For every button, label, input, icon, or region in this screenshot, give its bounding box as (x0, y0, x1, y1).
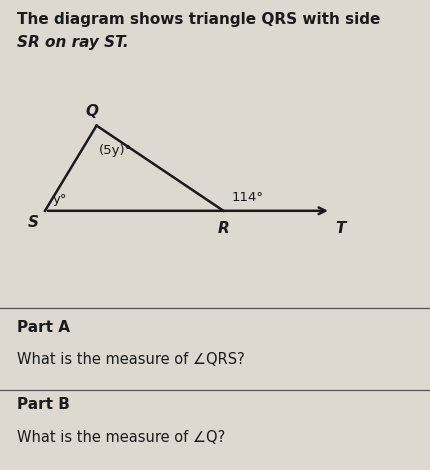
Text: Part A: Part A (17, 320, 70, 335)
Text: Q: Q (86, 103, 98, 118)
Text: SR on ray ST.: SR on ray ST. (17, 35, 129, 50)
Text: y°: y° (52, 193, 67, 206)
Text: Part B: Part B (17, 397, 70, 412)
Text: What is the measure of ∠QRS?: What is the measure of ∠QRS? (17, 352, 244, 368)
Text: (5y)°: (5y)° (98, 144, 132, 157)
Text: What is the measure of ∠Q?: What is the measure of ∠Q? (17, 430, 225, 445)
Text: T: T (335, 221, 345, 236)
Text: 114°: 114° (231, 191, 264, 204)
Text: R: R (217, 221, 229, 236)
Text: S: S (28, 214, 38, 229)
Text: The diagram shows triangle QRS with side: The diagram shows triangle QRS with side (17, 12, 380, 27)
